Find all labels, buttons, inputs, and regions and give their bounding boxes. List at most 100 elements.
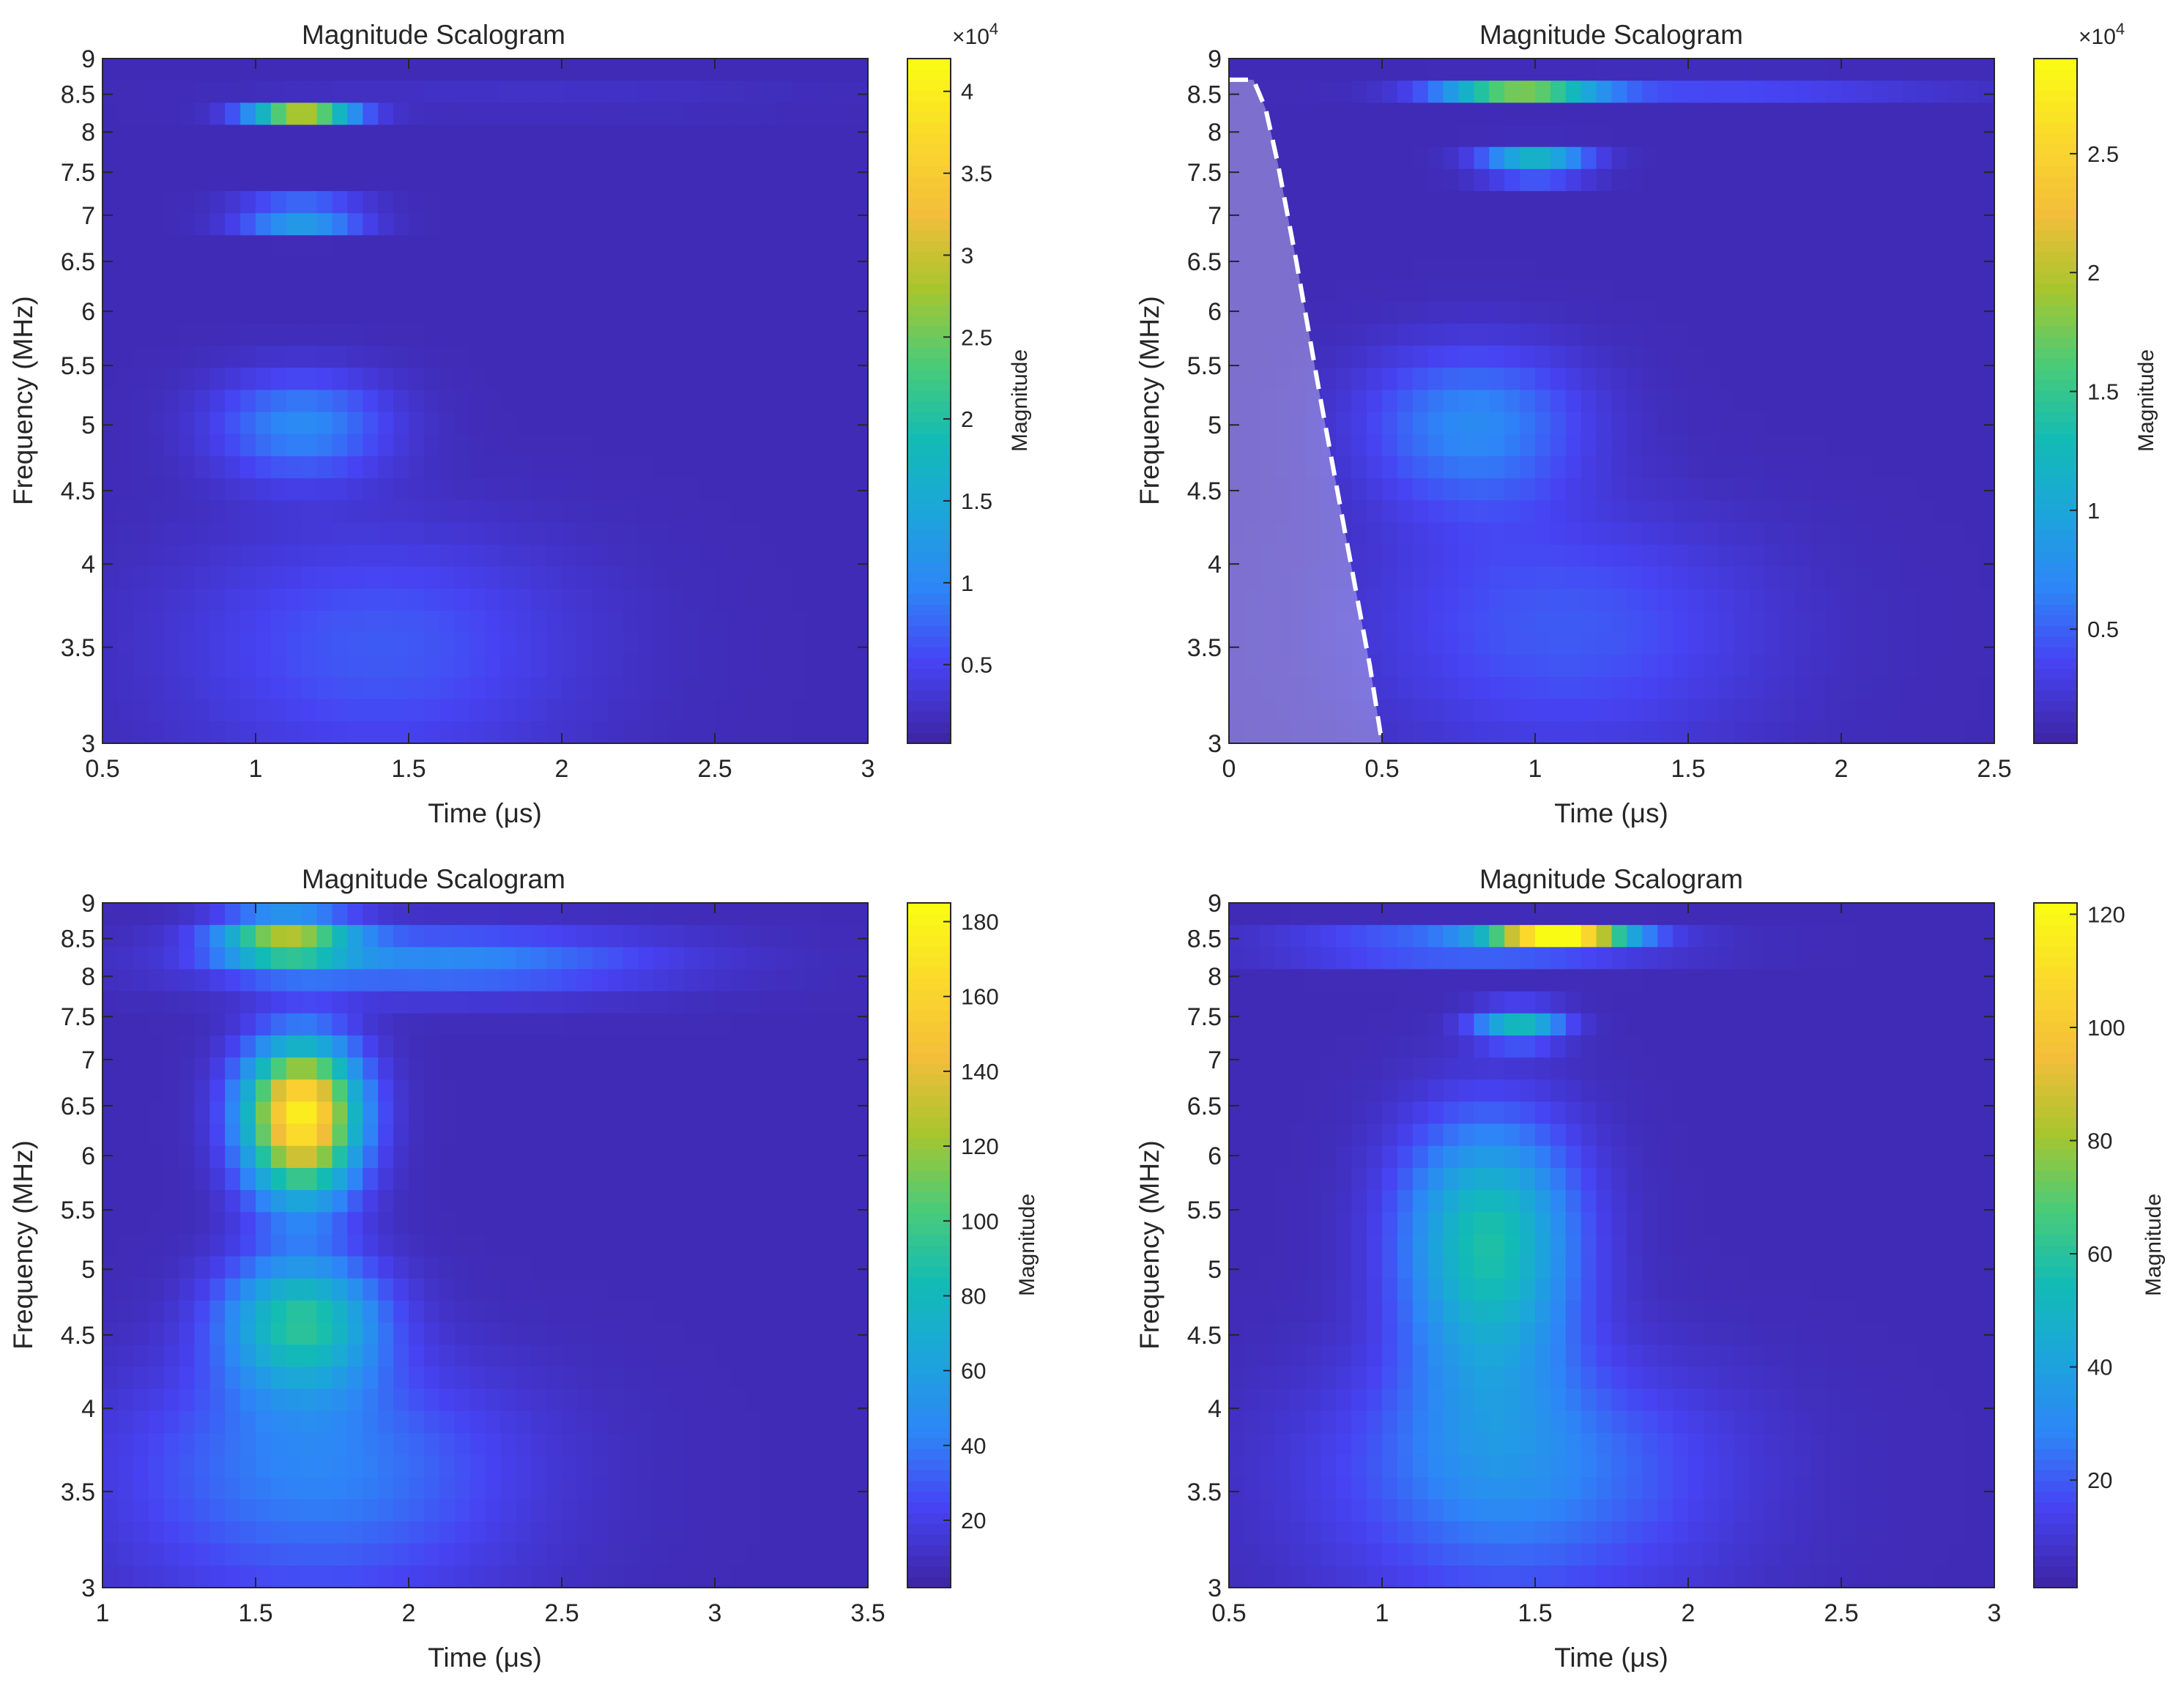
heatmap-cell xyxy=(623,412,639,435)
x-tick-label: 2 xyxy=(555,755,569,783)
heatmap-cell xyxy=(638,146,654,170)
heatmap-cell xyxy=(1979,301,1995,324)
heatmap-cell xyxy=(729,390,746,413)
heatmap-cell xyxy=(163,1256,180,1279)
heatmap-cell xyxy=(853,213,869,236)
heatmap-cell xyxy=(1871,677,1888,700)
heatmap-cell xyxy=(423,1234,440,1257)
heatmap-cell xyxy=(1367,611,1383,633)
heatmap-cell xyxy=(117,59,134,81)
heatmap-cell xyxy=(715,969,731,992)
heatmap-cell xyxy=(270,1013,287,1036)
heatmap-cell xyxy=(1305,478,1321,501)
heatmap-cell xyxy=(194,1521,210,1544)
heatmap-cell xyxy=(1948,368,1964,391)
heatmap-cell xyxy=(439,1388,456,1412)
heatmap-cell xyxy=(760,1565,777,1588)
heatmap-cell xyxy=(117,103,134,126)
y-tick-label: 4 xyxy=(81,1395,95,1423)
heatmap-cell xyxy=(316,1278,333,1301)
heatmap-cell xyxy=(103,1234,119,1257)
heatmap-cell xyxy=(1856,323,1873,346)
heatmap-cell xyxy=(316,699,333,722)
heatmap-cell xyxy=(562,1499,578,1522)
heatmap-cell xyxy=(469,1123,486,1147)
x-tick-label: 1 xyxy=(96,1599,110,1627)
heatmap-cell xyxy=(715,1234,731,1257)
heatmap-cell xyxy=(592,925,609,948)
heatmap-cell xyxy=(1550,588,1567,611)
heatmap-cell xyxy=(1826,500,1842,523)
heatmap-cell xyxy=(1611,146,1627,170)
heatmap-cell xyxy=(669,522,685,546)
heatmap-cell xyxy=(423,103,440,126)
heatmap-cell xyxy=(607,124,624,148)
heatmap-cell xyxy=(669,81,685,103)
heatmap-cell xyxy=(256,699,272,722)
heatmap-cell xyxy=(546,1278,562,1301)
heatmap-cell xyxy=(1734,655,1750,678)
heatmap-cell xyxy=(1887,721,1903,744)
heatmap-cell xyxy=(1703,434,1720,457)
heatmap-cell xyxy=(1336,103,1352,126)
heatmap-cell xyxy=(729,1499,746,1522)
heatmap-cell xyxy=(209,903,226,926)
heatmap-cell xyxy=(225,235,241,259)
heatmap-cell xyxy=(576,544,593,568)
heatmap-cell xyxy=(1611,588,1627,611)
heatmap-cell xyxy=(760,390,777,413)
heatmap-cell xyxy=(393,611,409,633)
heatmap-cell xyxy=(209,1234,226,1257)
heatmap-cell xyxy=(500,1565,516,1588)
heatmap-cell xyxy=(623,633,639,655)
heatmap-cell xyxy=(240,257,256,280)
heatmap-cell xyxy=(439,168,456,192)
heatmap-cell xyxy=(179,434,195,457)
heatmap-cell xyxy=(1734,168,1750,192)
heatmap-cell xyxy=(653,1013,669,1036)
heatmap-cell xyxy=(378,655,394,678)
heatmap-cell xyxy=(1703,699,1720,722)
heatmap-cell xyxy=(103,903,119,926)
heatmap-cell xyxy=(607,1477,624,1500)
panel-0-xlabel: Time (μs) xyxy=(428,798,542,828)
heatmap-cell xyxy=(393,279,409,302)
heatmap-cell xyxy=(607,1079,624,1103)
heatmap-cell xyxy=(1795,146,1811,170)
colorbar-segment xyxy=(2034,165,2077,177)
heatmap-cell xyxy=(1917,655,1934,678)
heatmap-cell xyxy=(669,611,685,633)
heatmap-cell xyxy=(1902,434,1919,457)
heatmap-cell xyxy=(316,434,333,457)
heatmap-cell xyxy=(378,168,394,192)
heatmap-cell xyxy=(638,1101,654,1125)
heatmap-cell xyxy=(684,1079,700,1103)
heatmap-cell xyxy=(669,1499,685,1522)
heatmap-cell xyxy=(791,677,807,700)
heatmap-cell xyxy=(256,1388,272,1412)
heatmap-cell xyxy=(286,190,302,214)
heatmap-cell xyxy=(103,655,119,678)
heatmap-cell xyxy=(715,1499,731,1522)
heatmap-cell xyxy=(378,611,394,633)
heatmap-cell xyxy=(179,991,195,1014)
heatmap-cell xyxy=(1979,500,1995,523)
heatmap-cell xyxy=(240,1256,256,1279)
heatmap-cell xyxy=(393,1300,409,1323)
heatmap-cell xyxy=(469,1344,486,1367)
heatmap-cell xyxy=(454,1388,471,1412)
heatmap-cell xyxy=(1764,257,1780,280)
heatmap-cell xyxy=(409,124,425,148)
heatmap-cell xyxy=(653,1278,669,1301)
heatmap-cell xyxy=(1382,279,1398,302)
heatmap-cell xyxy=(822,544,838,568)
heatmap-cell xyxy=(1427,368,1444,391)
heatmap-cell xyxy=(270,1543,287,1566)
heatmap-cell xyxy=(194,279,210,302)
heatmap-cell xyxy=(638,903,654,926)
heatmap-cell xyxy=(363,213,379,236)
heatmap-cell xyxy=(148,1123,165,1147)
heatmap-cell xyxy=(1856,279,1873,302)
heatmap-cell xyxy=(225,257,241,280)
heatmap-cell xyxy=(806,124,822,148)
